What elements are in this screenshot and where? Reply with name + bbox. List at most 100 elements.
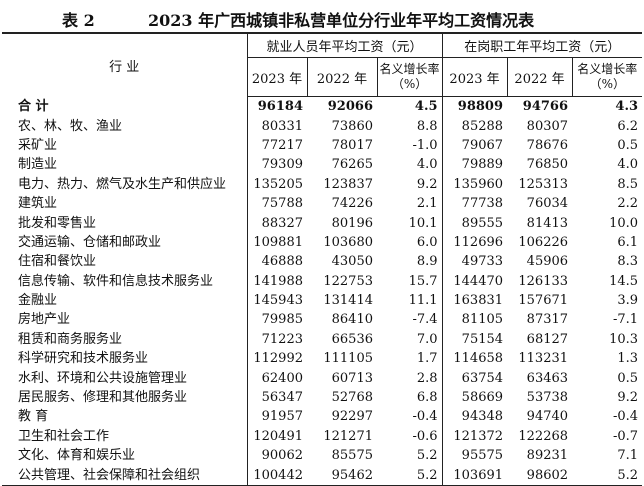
employed-2023: 96184	[246, 96, 307, 117]
staff-2022: 63463	[526, 370, 569, 386]
table-row: 租赁和商务服务业 71223 66536 7.0 75154 68127 10.3	[2, 329, 642, 350]
employed-2022: 73860	[331, 118, 373, 134]
staff-2023: 144470	[441, 271, 508, 291]
title-bar: 表 2 2023 年广西城镇非私营单位分行业年平均工资情况表	[0, 0, 644, 32]
employed-growth: 5.2	[416, 448, 438, 464]
employed-2022: 121271	[323, 428, 373, 444]
employed-growth: 15.7	[408, 273, 438, 289]
staff-2022: 76850	[526, 157, 569, 173]
table-title: 2023 年广西城镇非私营单位分行业年平均工资情况表	[148, 11, 535, 30]
employed-2022: 66536	[331, 331, 373, 347]
employed-2022: 52768	[331, 390, 373, 406]
staff-2022: 157671	[518, 293, 569, 309]
staff-2022: 68127	[526, 331, 569, 347]
staff-2022: 81413	[526, 215, 569, 231]
group-header: 在岗职工年平均工资（元）	[441, 32, 643, 58]
industry-name: 居民服务、修理和其他服务业	[18, 390, 188, 406]
employed-growth: 2.8	[416, 370, 438, 386]
employed-2022: 86410	[331, 312, 373, 328]
staff-2023: 98809	[441, 96, 508, 117]
staff-growth: 5.2	[572, 465, 643, 486]
industry-name: 批发和零售业	[18, 215, 97, 231]
industry-name: 住宿和餐饮业	[18, 254, 97, 270]
staff-2022: 94740	[526, 409, 569, 425]
employed-growth: 4.0	[416, 157, 438, 173]
staff-2023: 95575	[441, 446, 508, 466]
employed-growth: 6.8	[416, 390, 438, 406]
table-row: 电力、热力、燃气及水生产和供应业 135205 123837 9.2 135960 125…	[2, 174, 642, 194]
staff-2023: 81105	[441, 310, 508, 330]
industry-name: 公共管理、社会保障和社会组织	[2, 465, 247, 486]
table-row: 金融业 145943 131414 11.1 163831 157671 3.9	[2, 290, 642, 311]
employed-2022: 122753	[323, 273, 373, 289]
staff-2022: 94766	[522, 99, 569, 115]
industry-name: 教 育	[18, 409, 49, 425]
employed-2022: 80196	[331, 215, 373, 231]
staff-2022: 89231	[526, 448, 569, 464]
industry-name: 电力、热力、燃气及水生产和供应业	[18, 176, 227, 192]
staff-growth: 8.3	[617, 254, 639, 270]
employed-2023: 75788	[246, 193, 307, 214]
employed-2022: 92297	[331, 409, 373, 425]
employed-growth: 6.0	[416, 234, 438, 250]
sub-header: 名义增长率（%）	[571, 57, 643, 97]
employed-2022: 85575	[331, 448, 373, 464]
industry-name: 交通运输、仓储和邮政业	[18, 234, 162, 250]
employed-2023: 100442	[246, 465, 307, 486]
table-row: 合 计 96184 92066 4.5 98809 94766 4.3	[2, 96, 642, 117]
industry-name: 采矿业	[18, 137, 58, 153]
employed-2023: 77217	[246, 135, 307, 156]
staff-2023: 85288	[441, 116, 508, 136]
table-row: 公共管理、社会保障和社会组织 100442 95462 5.2 103691 98602 5…	[2, 465, 643, 486]
staff-growth: 1.3	[617, 351, 639, 367]
staff-growth: 3.9	[617, 293, 639, 309]
staff-growth: 0.5	[617, 137, 639, 153]
staff-2023: 77738	[441, 193, 508, 214]
employed-2023: 46888	[246, 252, 307, 272]
staff-growth: 4.3	[615, 99, 639, 115]
staff-growth: 6.1	[617, 234, 639, 250]
sub-header: 2023 年	[441, 57, 508, 97]
employed-2022: 131414	[323, 293, 373, 309]
industry-name: 信息传输、软件和信息技术服务业	[18, 273, 214, 289]
employed-2023: 62400	[246, 368, 307, 388]
industry-name: 农、林、牧、渔业	[18, 118, 123, 134]
employed-growth: -0.4	[412, 409, 438, 425]
table-row: 建筑业 75788 74226 2.1 77738 76034 2.2	[2, 193, 642, 214]
industry-name: 卫生和社会工作	[18, 428, 110, 444]
employed-growth: 4.5	[414, 99, 438, 115]
table-row: 住宿和餐饮业 46888 43050 8.9 49733 45906 8.3	[2, 252, 642, 272]
employed-2023: 145943	[246, 290, 307, 311]
table-label: 表 2	[62, 11, 95, 30]
employed-2023: 90062	[246, 446, 307, 466]
employed-2022: 43050	[331, 254, 373, 270]
group-header: 就业人员年平均工资（元）	[246, 32, 443, 58]
employed-2022: 92066	[327, 99, 373, 115]
employed-2023: 120491	[246, 426, 307, 447]
employed-2022: 123837	[323, 176, 373, 192]
employed-2023: 112992	[246, 349, 307, 369]
table-row: 居民服务、修理和其他服务业 56347 52768 6.8 58669 53738 9.2	[2, 387, 642, 408]
staff-2023: 112696	[441, 232, 508, 253]
staff-growth: -0.7	[612, 428, 639, 444]
employed-growth: 5.2	[377, 465, 443, 486]
industry-header: 行 业	[2, 32, 247, 97]
employed-growth: 7.0	[416, 331, 438, 347]
industry-name: 文化、体育和娱乐业	[18, 448, 136, 464]
staff-growth: 0.5	[617, 370, 639, 386]
employed-growth: -0.6	[412, 428, 438, 444]
staff-2023: 114658	[441, 349, 508, 369]
staff-2023: 75154	[441, 329, 508, 350]
industry-name: 建筑业	[18, 196, 58, 212]
industry-name: 水利、环境和公共设施管理业	[18, 370, 188, 386]
industry-name: 科学研究和技术服务业	[18, 351, 149, 367]
staff-2022: 126133	[518, 273, 569, 289]
employed-2023: 135205	[246, 174, 307, 194]
table-row: 制造业 79309 76265 4.0 79889 76850 4.0	[2, 155, 642, 175]
wage-table: 行 业 就业人员年平均工资（元） 在岗职工年平均工资（元） 2023 年 202…	[2, 32, 643, 486]
employed-growth: -7.4	[412, 312, 438, 328]
employed-2023: 56347	[246, 387, 307, 408]
staff-2023: 79067	[441, 135, 508, 156]
employed-2023: 71223	[246, 329, 307, 350]
